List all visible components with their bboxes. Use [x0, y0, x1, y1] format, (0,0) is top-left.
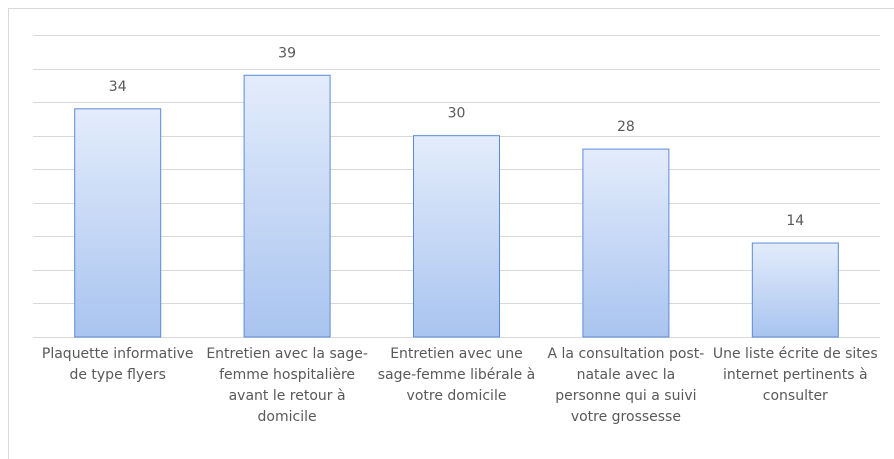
x-tick-label: Entretien avec une sage-femme libérale à… [377, 346, 536, 404]
bar [582, 148, 670, 338]
x-tick-label: Une liste écrite de sites internet perti… [712, 346, 878, 404]
x-tick-label: Entretien avec la sage-femme hospitalièr… [206, 346, 368, 425]
chart-border [8, 8, 894, 459]
value-label: 39 [278, 45, 296, 61]
bar [751, 242, 839, 338]
x-tick-label: Plaquette informative de type flyers [41, 346, 194, 383]
bar [243, 74, 331, 338]
bar [74, 108, 162, 338]
bar [413, 135, 500, 338]
value-label: 14 [786, 213, 804, 229]
x-tick-label: A la consultation post-natale avec la pe… [547, 346, 705, 425]
value-label: 34 [109, 79, 127, 95]
value-label: 28 [617, 119, 635, 135]
value-label: 30 [448, 106, 466, 122]
